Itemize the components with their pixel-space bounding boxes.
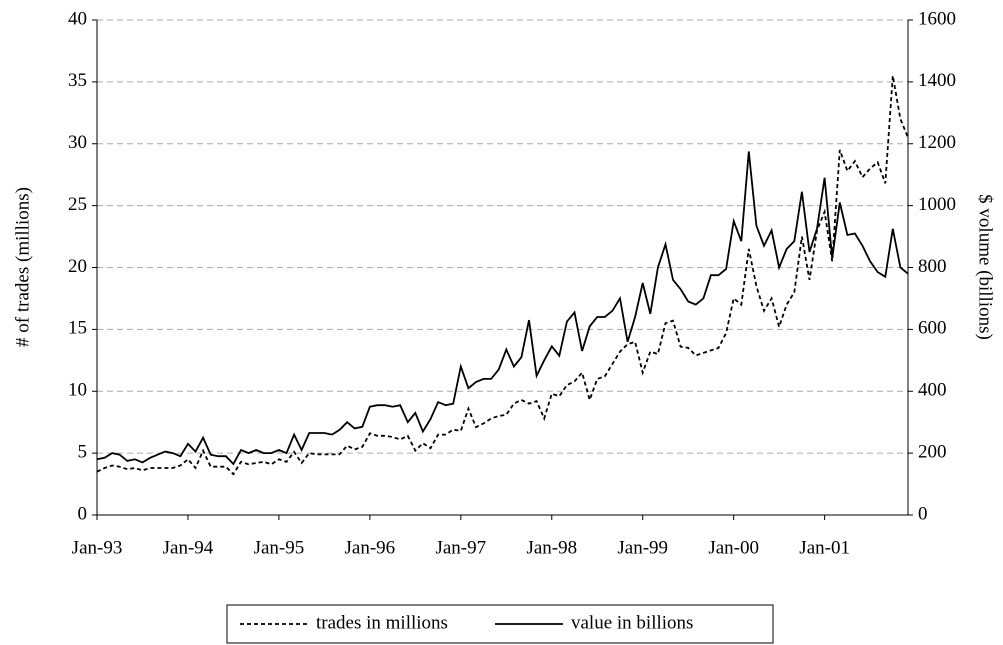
y2-tick-label: 1000	[918, 194, 956, 215]
y-tick-label: 35	[68, 70, 87, 91]
y2-axis-label: $ volume (billions)	[975, 194, 996, 340]
x-tick-label: Jan-94	[163, 537, 214, 558]
y-tick-label: 5	[78, 441, 88, 462]
y-tick-label: 30	[68, 132, 87, 153]
series-line	[96, 75, 909, 476]
x-tick-label: Jan-93	[72, 537, 123, 558]
x-tick-label: Jan-01	[799, 537, 850, 558]
x-tick-label: Jan-98	[526, 537, 577, 558]
x-tick-label: Jan-00	[708, 537, 759, 558]
x-tick-label: Jan-96	[345, 537, 396, 558]
x-tick-label: Jan-97	[435, 537, 486, 558]
y-tick-label: 25	[68, 194, 87, 215]
y2-tick-label: 600	[918, 318, 947, 339]
y2-tick-label: 0	[918, 503, 928, 524]
legend-label: value in billions	[571, 612, 693, 633]
y-tick-label: 10	[68, 380, 87, 401]
y2-tick-label: 1200	[918, 132, 956, 153]
y-tick-label: 0	[78, 503, 88, 524]
y2-tick-label: 200	[918, 441, 947, 462]
series-line	[96, 151, 909, 466]
y2-tick-label: 1600	[918, 8, 956, 29]
y-tick-label: 20	[68, 256, 87, 277]
x-tick-label: Jan-99	[617, 537, 668, 558]
y2-tick-label: 1400	[918, 70, 956, 91]
x-tick-label: Jan-95	[254, 537, 305, 558]
y-axis-label: # of trades (millions)	[12, 187, 33, 347]
legend-label: trades in millions	[316, 612, 448, 633]
y2-tick-label: 800	[918, 256, 947, 277]
y-tick-label: 40	[68, 8, 87, 29]
y2-tick-label: 400	[918, 380, 947, 401]
y-tick-label: 15	[68, 318, 87, 339]
